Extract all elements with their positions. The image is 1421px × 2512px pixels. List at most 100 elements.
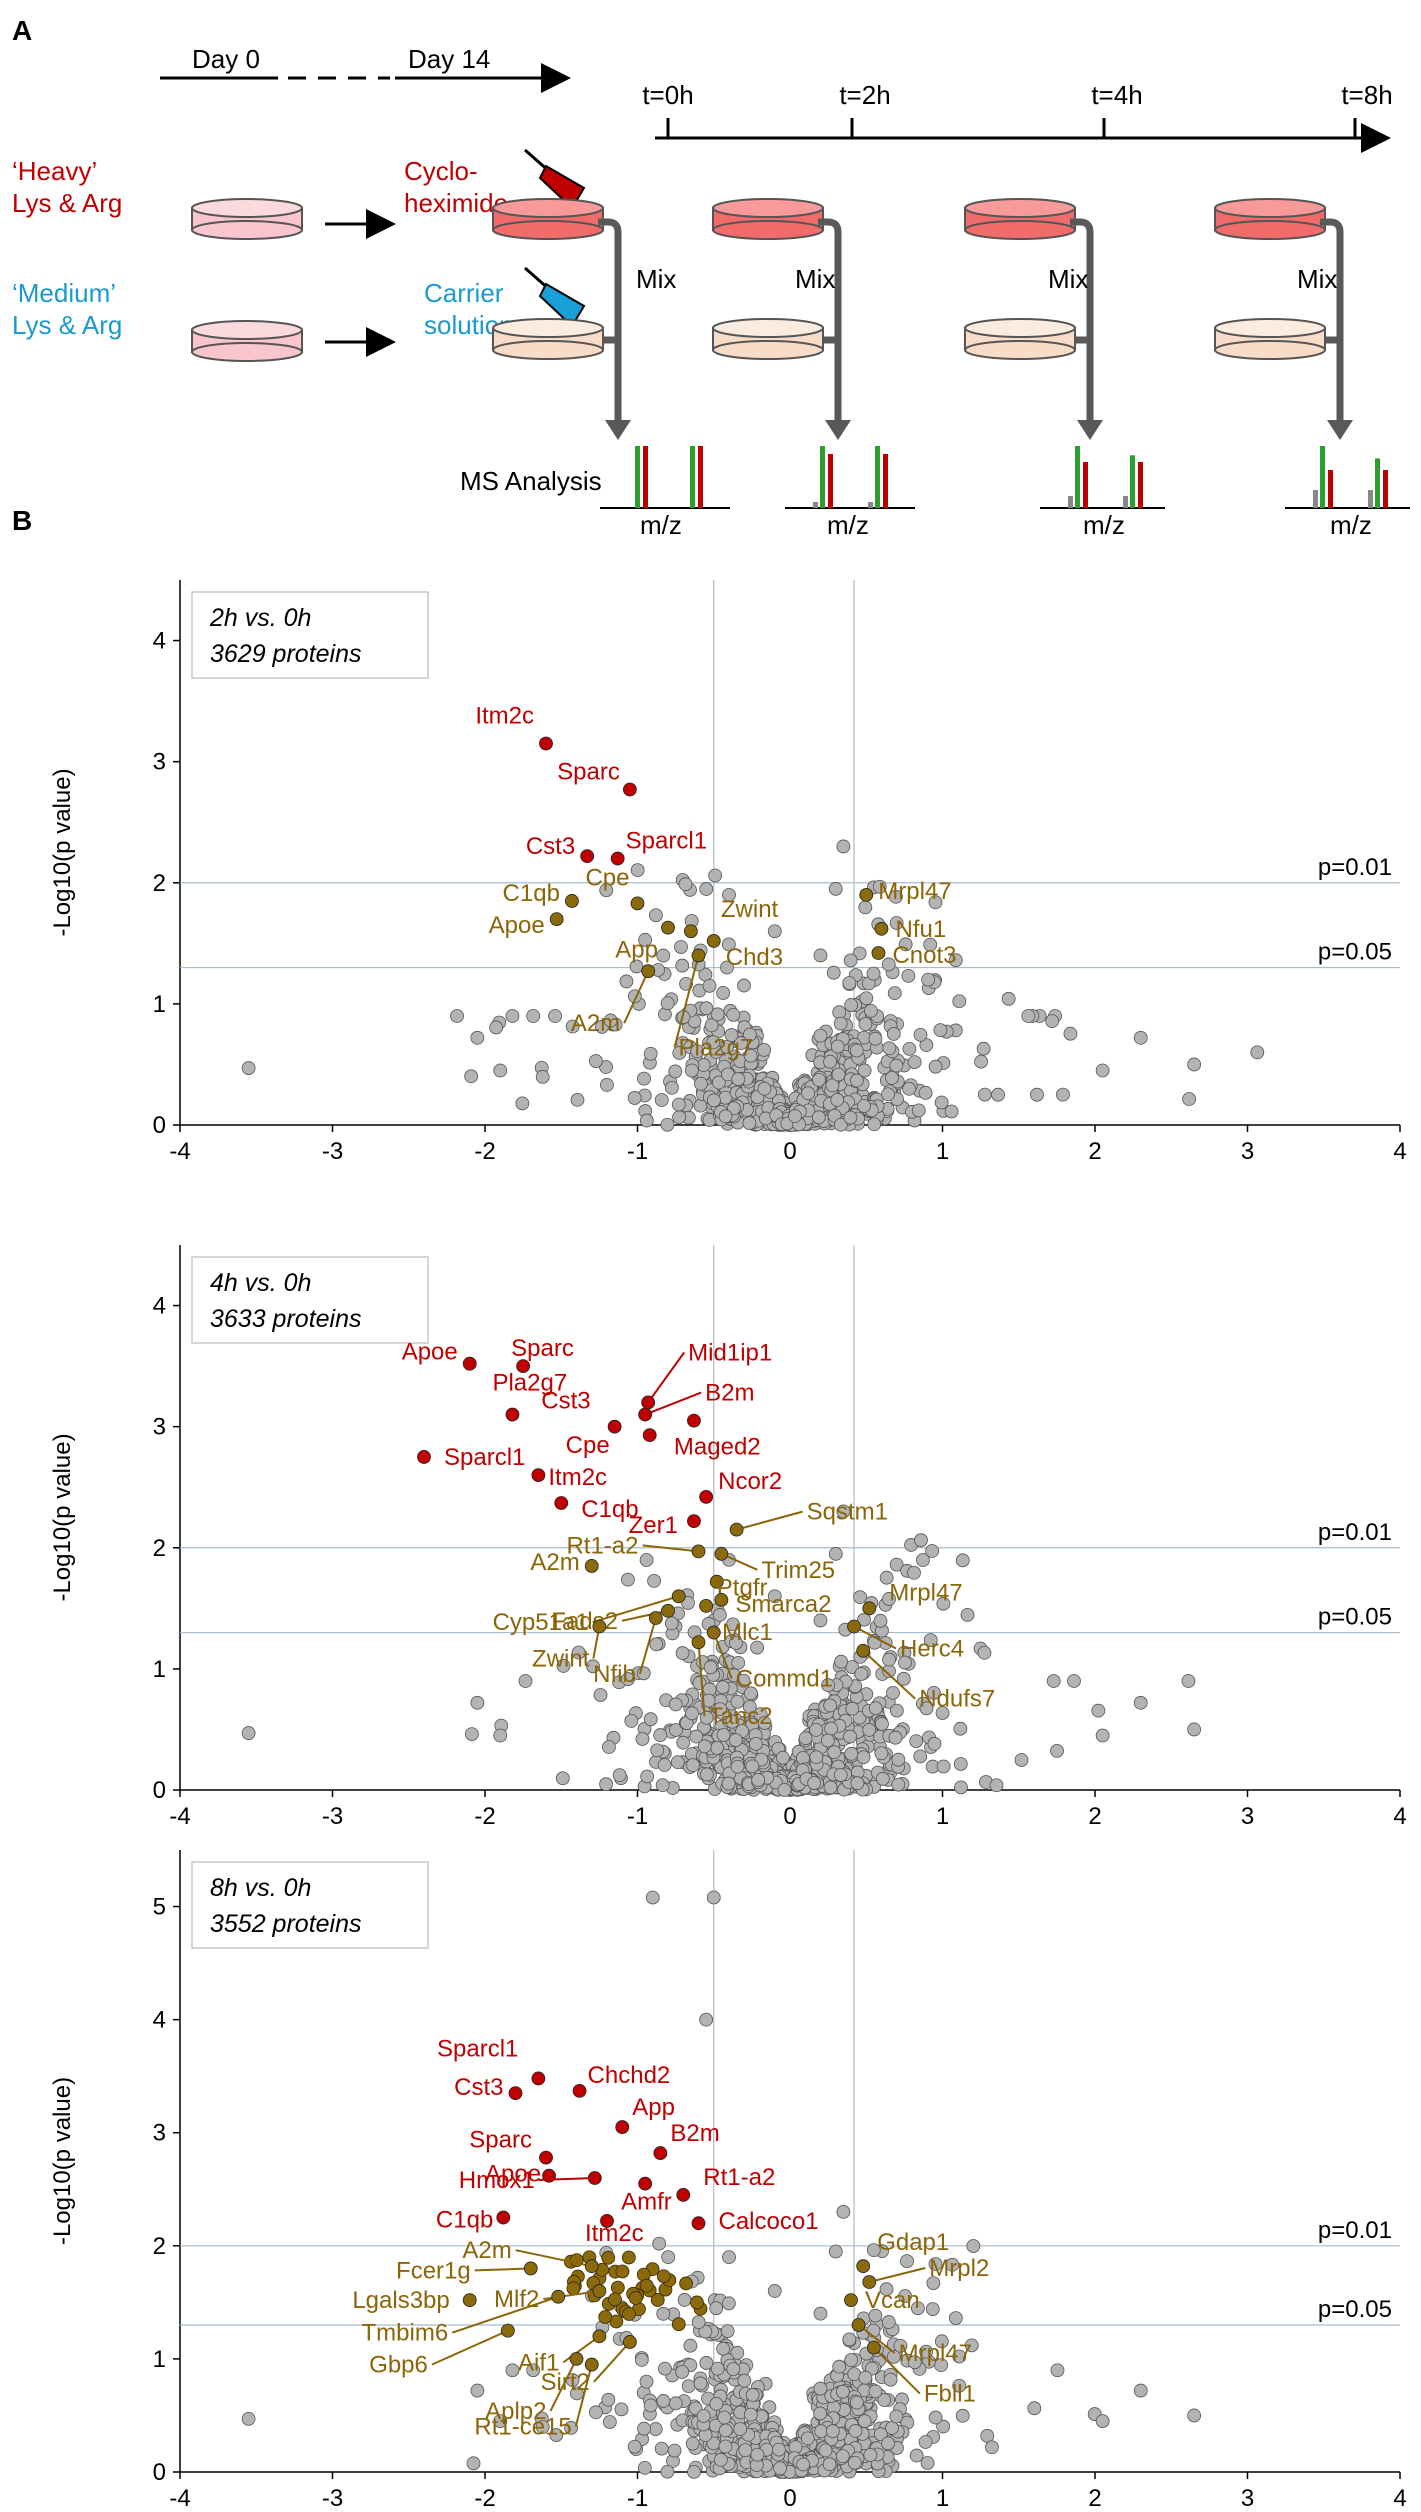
data-point <box>742 1116 757 1130</box>
data-point <box>882 1041 897 1056</box>
leader-line <box>853 1625 897 1650</box>
mix-arrow-line <box>598 218 622 420</box>
data-point <box>828 2244 843 2259</box>
data-point-highlight <box>642 1428 657 1443</box>
data-point-highlight <box>844 2293 858 2308</box>
mix-arrow-line <box>818 218 842 420</box>
data-point-highlight <box>874 921 889 936</box>
data-point <box>526 2363 541 2378</box>
data-point <box>241 1726 256 1740</box>
data-point <box>1250 1045 1265 1060</box>
data-point-highlight <box>551 2289 566 2304</box>
data-point <box>882 1652 896 1667</box>
data-point <box>648 2422 663 2436</box>
point-label: Zwint <box>532 1646 590 1673</box>
data-point <box>717 2410 732 2425</box>
data-point-highlight <box>676 2188 691 2202</box>
point-label: Apoe <box>489 912 545 939</box>
x-tick-label: 0 <box>783 1803 796 1830</box>
data-point-highlight <box>584 2357 599 2372</box>
data-point-highlight <box>630 896 645 911</box>
data-point-highlight <box>691 1635 706 1650</box>
data-point <box>960 1607 975 1622</box>
dish-pairs <box>492 198 1353 440</box>
data-point <box>836 839 851 854</box>
data-point-highlight <box>462 2293 477 2308</box>
data-point <box>656 2394 671 2408</box>
data-point <box>893 2338 908 2353</box>
data-point-highlight <box>572 2083 587 2098</box>
data-point <box>964 2338 979 2353</box>
peak-green <box>1075 446 1080 508</box>
data-point <box>868 1701 883 1716</box>
data-point-highlight <box>706 1625 721 1640</box>
data-point-highlight <box>851 2318 866 2332</box>
data-point <box>836 1504 851 1519</box>
data-point <box>954 1780 968 1795</box>
data-point <box>718 2423 733 2438</box>
data-point <box>813 2406 828 2421</box>
data-point <box>614 2402 629 2417</box>
data-point <box>1095 1728 1110 1743</box>
data-point-gold <box>608 2292 622 2307</box>
data-point-highlight <box>847 1619 861 1634</box>
leader-line <box>549 2358 578 2412</box>
data-point-highlight <box>709 1574 724 1589</box>
point-label: Tmbim6 <box>362 2320 449 2347</box>
data-point <box>1046 1674 1061 1688</box>
data-point <box>886 1027 901 1041</box>
y-tick-label: 0 <box>153 1112 166 1139</box>
y-tick-label: 3 <box>153 2120 166 2147</box>
data-point-highlight <box>714 1546 729 1561</box>
data-point <box>891 1777 906 1792</box>
data-point <box>928 1059 943 1074</box>
point-label: Cpe <box>566 1432 610 1459</box>
data-point <box>676 1735 691 1750</box>
point-label: Cst3 <box>526 833 575 860</box>
data-point <box>898 937 913 952</box>
data-point <box>1067 1674 1081 1688</box>
data-point <box>809 1722 823 1737</box>
data-point <box>928 2410 943 2425</box>
point-label: Mlc1 <box>722 1619 773 1646</box>
data-point-highlight <box>856 1643 871 1658</box>
data-point <box>881 2315 896 2329</box>
data-point <box>699 1001 714 1016</box>
data-point <box>909 1734 924 1748</box>
data-point <box>624 1714 639 1728</box>
data-point <box>844 1746 859 1761</box>
data-point <box>844 998 859 1012</box>
data-point <box>885 1070 899 1085</box>
mz-label-3: m/z <box>1330 510 1372 540</box>
data-point <box>848 2424 863 2438</box>
data-point <box>464 1727 479 1742</box>
data-point-highlight <box>691 1544 706 1559</box>
x-tick-label: 0 <box>783 1138 796 1165</box>
y-tick-label: 5 <box>153 1894 166 1921</box>
leader-line <box>538 2176 595 2181</box>
data-point <box>493 1728 508 1743</box>
point-label: Mid1ip1 <box>688 1339 772 1366</box>
data-point <box>565 1019 580 1034</box>
point-label: Aplp2 <box>485 2398 546 2425</box>
ms-spectrum-3 <box>1285 446 1410 509</box>
data-point <box>745 2388 760 2402</box>
data-point <box>849 1073 864 1088</box>
leader-line <box>712 1632 733 1679</box>
data-point <box>736 1673 751 1688</box>
peak-grey <box>813 502 818 508</box>
data-point <box>630 863 645 878</box>
data-point <box>1056 1087 1070 1102</box>
grey-points <box>241 839 1265 1132</box>
point-label: Herc4 <box>900 1636 964 1663</box>
data-point <box>866 2323 881 2338</box>
medium-label-2: Lys & Arg <box>12 310 122 340</box>
data-point <box>913 1027 928 1042</box>
data-point <box>241 1061 256 1075</box>
threshold-label: p=0.05 <box>1318 939 1392 966</box>
data-point <box>710 1741 724 1755</box>
data-point <box>470 1030 485 1045</box>
point-label: Apoe <box>485 2161 541 2188</box>
data-point <box>690 1044 705 1059</box>
data-point-highlight <box>687 1413 701 1428</box>
